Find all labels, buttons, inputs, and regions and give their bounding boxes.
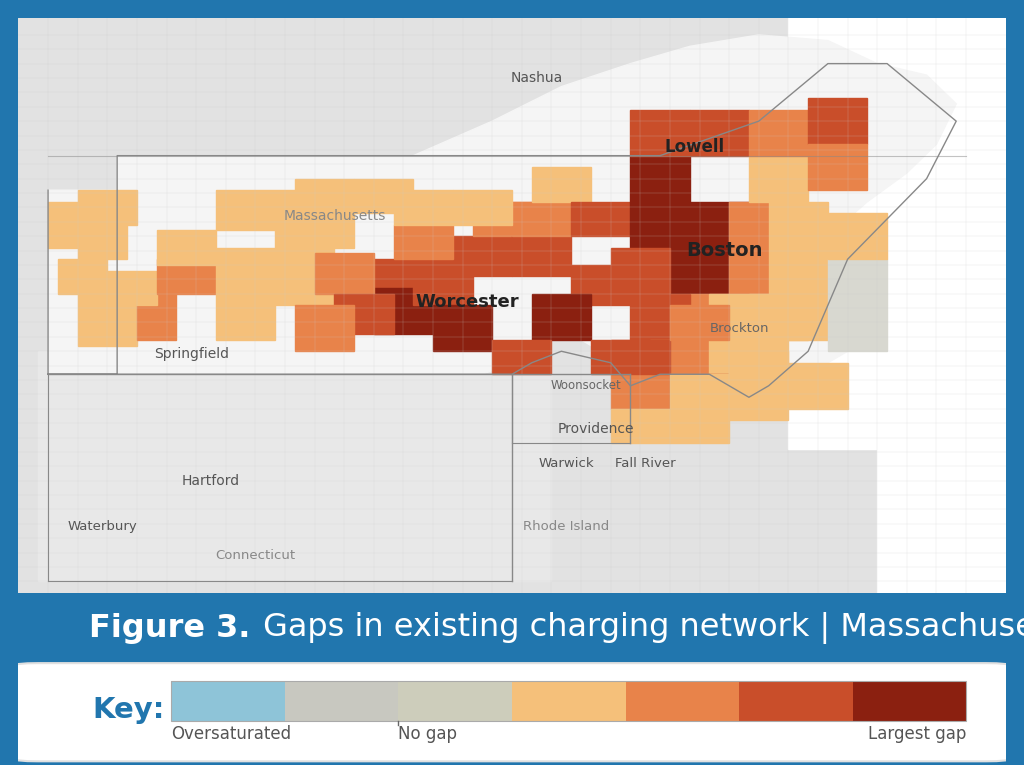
Polygon shape (670, 374, 729, 409)
Polygon shape (354, 179, 414, 213)
Text: Gaps in existing charging network | Massachusetts: Gaps in existing charging network | Mass… (253, 612, 1024, 644)
Polygon shape (78, 190, 137, 225)
Text: Worcester: Worcester (416, 293, 519, 311)
Polygon shape (610, 409, 670, 443)
Polygon shape (827, 259, 887, 305)
Polygon shape (591, 340, 650, 374)
Polygon shape (827, 305, 887, 351)
Polygon shape (48, 35, 956, 409)
Polygon shape (729, 386, 788, 420)
Polygon shape (334, 294, 393, 334)
Polygon shape (493, 340, 552, 374)
Polygon shape (354, 259, 414, 294)
Polygon shape (531, 294, 591, 340)
Polygon shape (670, 248, 729, 294)
Polygon shape (78, 225, 127, 259)
Polygon shape (512, 202, 571, 236)
Polygon shape (610, 374, 670, 409)
Polygon shape (749, 155, 808, 202)
Polygon shape (472, 202, 531, 236)
Polygon shape (631, 294, 690, 340)
Text: Waterbury: Waterbury (68, 520, 137, 533)
Polygon shape (78, 294, 137, 346)
Polygon shape (631, 109, 690, 155)
Text: Boston: Boston (686, 241, 763, 260)
Polygon shape (631, 202, 690, 248)
Polygon shape (729, 202, 788, 248)
Text: Largest gap: Largest gap (867, 724, 966, 743)
Text: Figure 3.: Figure 3. (89, 613, 251, 643)
Text: Hartford: Hartford (182, 474, 240, 488)
Polygon shape (690, 294, 749, 340)
Polygon shape (690, 202, 749, 248)
Text: Brockton: Brockton (710, 322, 769, 335)
Polygon shape (650, 340, 710, 374)
Polygon shape (729, 248, 788, 294)
Text: Oversaturated: Oversaturated (171, 724, 292, 743)
Bar (788, 18, 1006, 449)
Polygon shape (48, 202, 78, 248)
Polygon shape (729, 351, 788, 386)
Polygon shape (414, 259, 472, 305)
Text: Massachusetts: Massachusetts (283, 209, 385, 223)
Text: Lowell: Lowell (665, 138, 725, 156)
Text: Connecticut: Connecticut (215, 549, 295, 562)
Polygon shape (769, 248, 827, 294)
Polygon shape (710, 340, 769, 374)
Polygon shape (295, 179, 354, 213)
Text: Fall River: Fall River (615, 457, 676, 470)
Polygon shape (216, 248, 275, 294)
Polygon shape (453, 190, 512, 225)
Polygon shape (108, 271, 157, 305)
Polygon shape (157, 230, 216, 265)
Polygon shape (216, 190, 295, 230)
Polygon shape (788, 363, 848, 409)
Polygon shape (610, 340, 670, 374)
Polygon shape (58, 259, 108, 294)
Bar (878, 161, 1006, 593)
Polygon shape (571, 265, 631, 305)
Polygon shape (827, 213, 887, 259)
FancyBboxPatch shape (13, 663, 1011, 761)
Polygon shape (314, 253, 374, 294)
Polygon shape (216, 294, 275, 340)
Polygon shape (808, 98, 867, 144)
Polygon shape (729, 340, 788, 374)
Polygon shape (749, 294, 808, 340)
Polygon shape (275, 230, 334, 265)
Polygon shape (749, 109, 808, 155)
Polygon shape (531, 168, 591, 202)
Text: Warwick: Warwick (539, 457, 594, 470)
Polygon shape (433, 305, 493, 351)
Bar (38, 351, 552, 581)
Polygon shape (453, 236, 512, 276)
Polygon shape (393, 225, 453, 259)
Polygon shape (374, 288, 433, 334)
Text: No gap: No gap (398, 724, 458, 743)
Polygon shape (769, 202, 827, 248)
Polygon shape (631, 155, 690, 202)
Polygon shape (275, 265, 334, 305)
Text: Providence: Providence (558, 422, 634, 436)
Text: Springfield: Springfield (154, 347, 228, 361)
Polygon shape (670, 305, 729, 340)
Polygon shape (393, 190, 453, 225)
Polygon shape (610, 248, 670, 294)
Text: Rhode Island: Rhode Island (523, 520, 609, 533)
Polygon shape (808, 144, 867, 190)
Polygon shape (710, 294, 769, 340)
Polygon shape (295, 213, 354, 248)
Polygon shape (295, 305, 354, 351)
Polygon shape (769, 294, 827, 340)
Polygon shape (512, 236, 571, 276)
Polygon shape (571, 202, 631, 236)
Text: Key:: Key: (92, 696, 165, 724)
Polygon shape (137, 294, 176, 340)
Text: Woonsocket: Woonsocket (551, 379, 622, 392)
Polygon shape (670, 374, 729, 409)
Polygon shape (157, 259, 216, 294)
Text: Nashua: Nashua (511, 71, 563, 85)
Polygon shape (670, 409, 729, 443)
Polygon shape (690, 109, 749, 155)
